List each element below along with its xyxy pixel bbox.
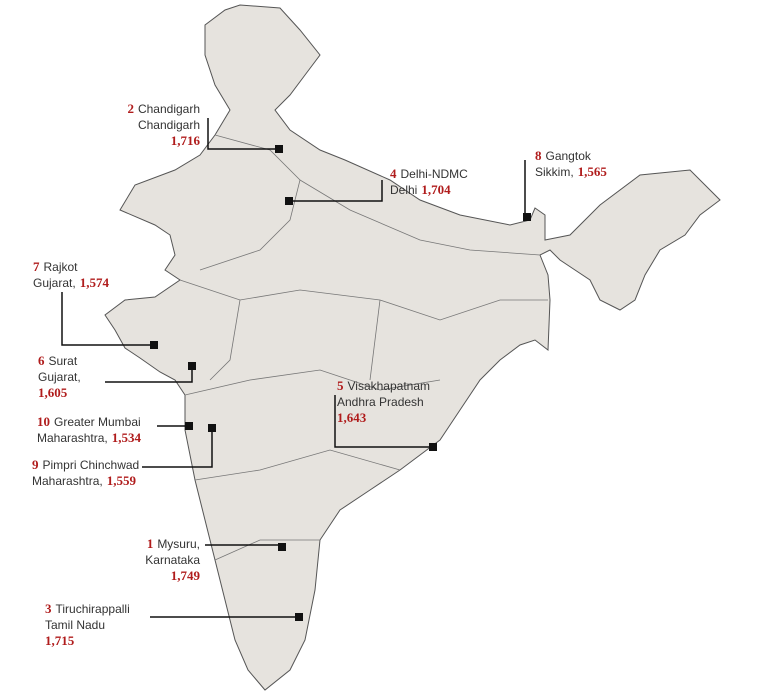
city-rank: 5 [337, 378, 344, 393]
leader-line [289, 180, 383, 202]
city-rank: 8 [535, 148, 542, 163]
city-score: 1,534 [112, 430, 142, 445]
city-state: Maharashtra, [32, 474, 103, 488]
leader-line [142, 428, 213, 468]
city-city: Delhi-NDMC [401, 167, 469, 181]
label-line: 5 Visakhapatnam [337, 378, 430, 393]
label-line: 1,749 [171, 568, 201, 583]
city-state: Andhra Pradesh [337, 395, 424, 409]
label-line: 10 Greater Mumbai [37, 414, 141, 429]
city-dot [285, 197, 293, 205]
label-line: Sikkim, 1,565 [535, 164, 607, 179]
label-line: Tamil Nadu [45, 618, 105, 632]
city-city: Tiruchirappalli [56, 602, 130, 616]
city-score: 1,643 [337, 410, 367, 425]
label-line: Delhi 1,704 [390, 182, 451, 197]
city-score: 1,715 [45, 633, 75, 648]
label-line: 1,643 [337, 410, 367, 425]
city-city: Greater Mumbai [54, 415, 141, 429]
city-score: 1,704 [421, 182, 451, 197]
leader-line [334, 395, 433, 448]
state-borders [179, 134, 548, 561]
label-line: Maharashtra, 1,559 [32, 473, 136, 488]
city-state: Tamil Nadu [45, 618, 105, 632]
label-line: 7 Rajkot [33, 259, 78, 274]
city-score: 1,749 [171, 568, 201, 583]
leader-line [207, 118, 279, 150]
city-rank: 9 [32, 457, 39, 472]
city-city: Visakhapatnam [348, 379, 431, 393]
city-rank: 3 [45, 601, 52, 616]
city-state: Delhi [390, 183, 417, 197]
leader-line [105, 366, 193, 383]
label-line: 9 Pimpri Chinchwad [32, 457, 139, 472]
city-dot [208, 424, 216, 432]
city-state: Chandigarh [138, 118, 200, 132]
city-score: 1,605 [38, 385, 68, 400]
city-rank: 6 [38, 353, 45, 368]
city-score: 1,559 [107, 473, 137, 488]
city-dot [188, 362, 196, 370]
city-score: 1,565 [578, 164, 608, 179]
label-line: 4 Delhi-NDMC [390, 166, 468, 181]
label-line: Chandigarh [138, 118, 200, 132]
city-dot [523, 213, 531, 221]
city-dot [275, 145, 283, 153]
city-state: Gujarat, [38, 370, 81, 384]
city-dot [278, 543, 286, 551]
label-line: Maharashtra, 1,534 [37, 430, 141, 445]
city-city: Pimpri Chinchwad [43, 458, 140, 472]
label-line: 8 Gangtok [535, 148, 592, 163]
city-rank: 7 [33, 259, 40, 274]
city-city: Rajkot [44, 260, 79, 274]
city-rank: 10 [37, 414, 50, 429]
label-line: 3 Tiruchirappalli [45, 601, 130, 616]
leader-line [524, 160, 527, 218]
label-line: 1,605 [38, 385, 68, 400]
city-city: Mysuru, [157, 537, 200, 551]
label-line: 1,716 [171, 133, 201, 148]
city-rank: 4 [390, 166, 397, 181]
label-line: Karnataka [145, 553, 200, 567]
city-score: 1,574 [80, 275, 110, 290]
label-line: 2 Chandigarh [127, 101, 200, 116]
city-dot [150, 341, 158, 349]
city-dot [295, 613, 303, 621]
label-line: 1 Mysuru, [147, 536, 200, 551]
city-dot [185, 422, 193, 430]
label-line: 1,715 [45, 633, 75, 648]
city-state: Maharashtra, [37, 431, 108, 445]
city-rank: 1 [147, 536, 154, 551]
city-state: Gujarat, [33, 276, 76, 290]
city-city: Chandigarh [138, 102, 200, 116]
city-dot [429, 443, 437, 451]
city-rank: 2 [127, 101, 134, 116]
label-line: 6 Surat [38, 353, 78, 368]
city-state: Sikkim, [535, 165, 574, 179]
label-line: Gujarat, 1,574 [33, 275, 109, 290]
leader-line [61, 292, 154, 346]
city-city: Gangtok [546, 149, 592, 163]
city-city: Surat [49, 354, 78, 368]
city-state: Karnataka [145, 553, 200, 567]
city-score: 1,716 [171, 133, 201, 148]
label-line: Andhra Pradesh [337, 395, 424, 409]
label-line: Gujarat, [38, 370, 81, 384]
